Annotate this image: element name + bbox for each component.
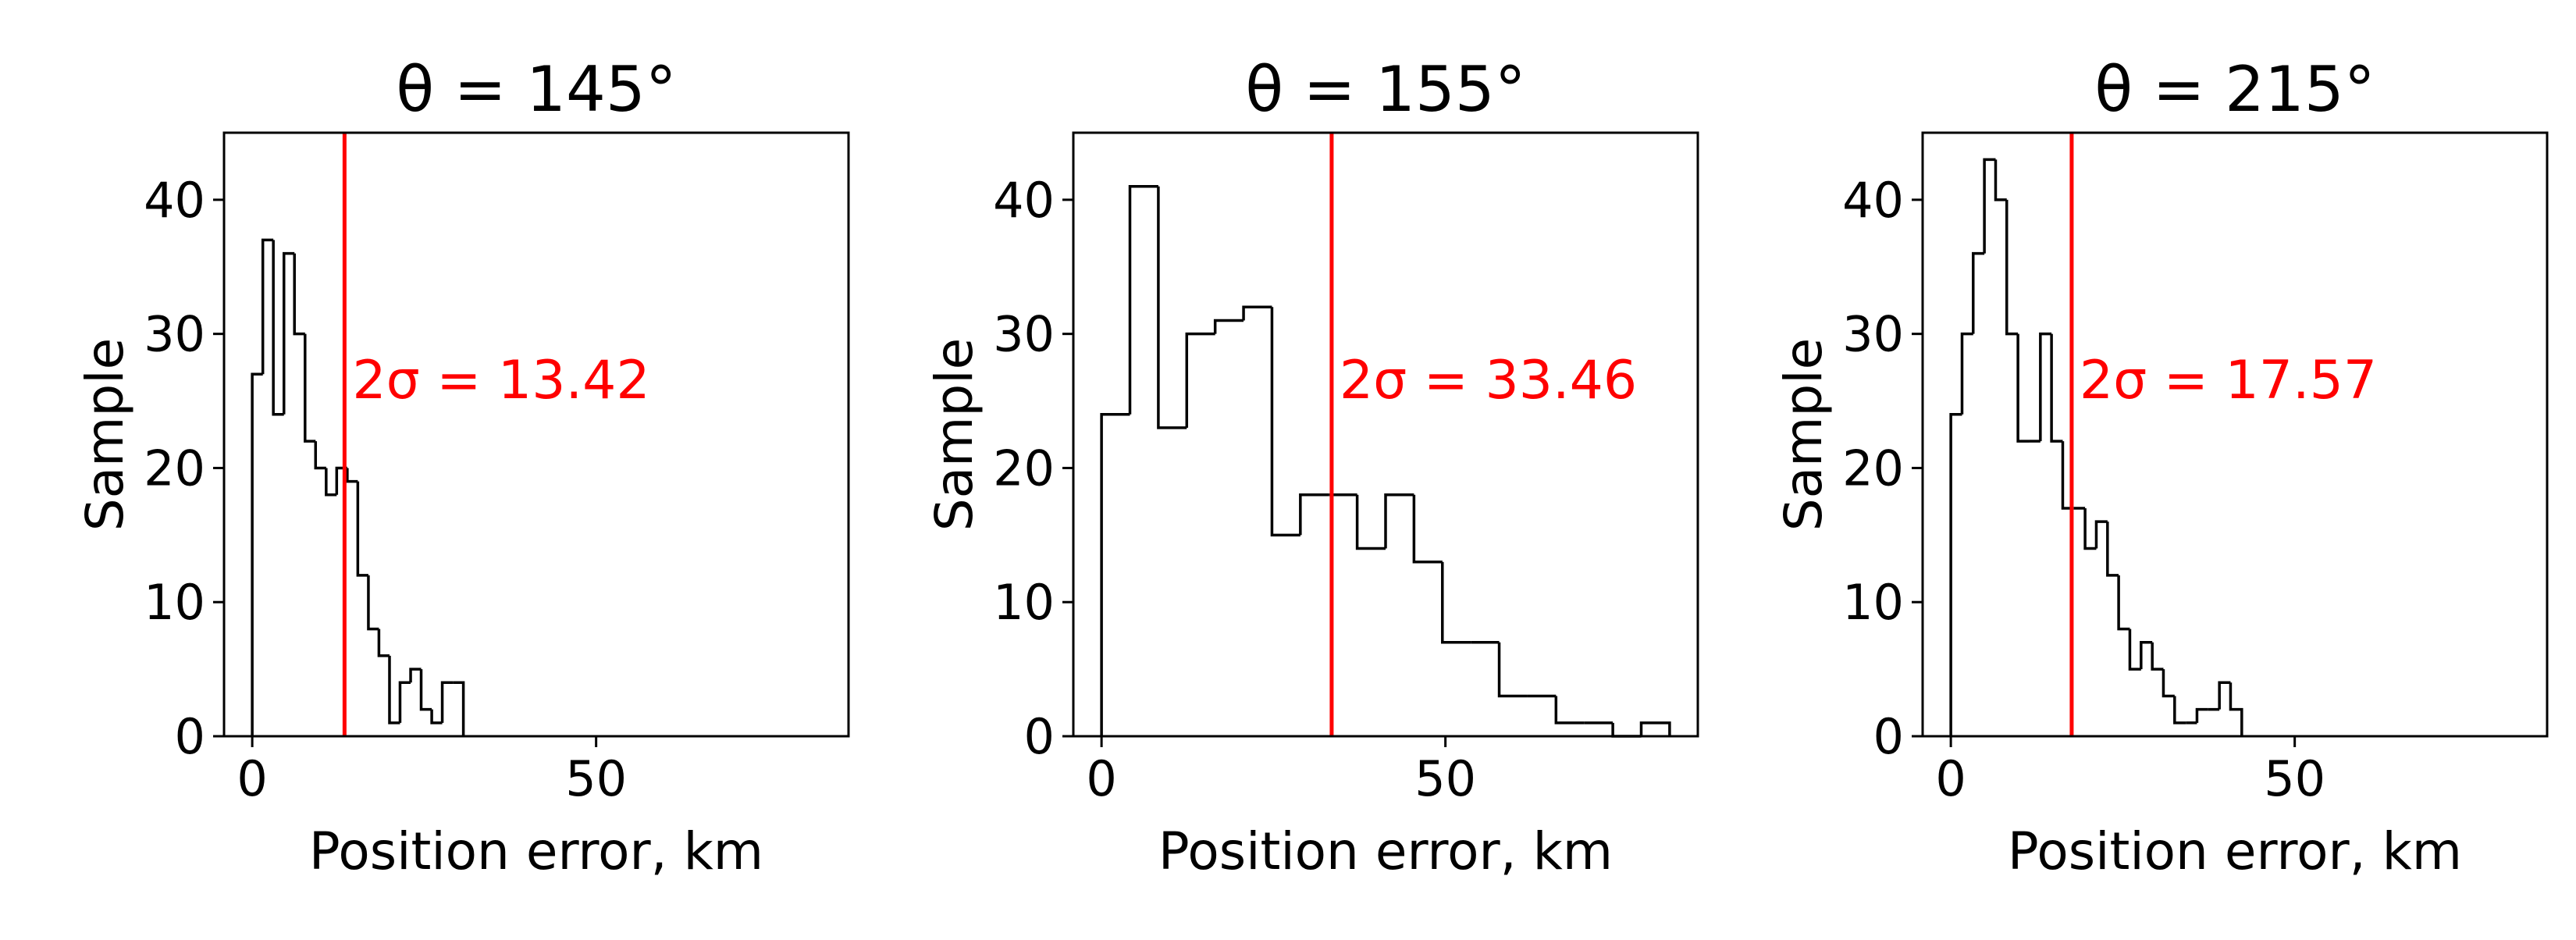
histogram-bin	[1384, 493, 1414, 549]
histogram-bin	[2083, 507, 2097, 550]
histogram-bin	[2161, 669, 2175, 698]
histogram-bin	[1994, 159, 2007, 201]
histogram-bin	[2005, 199, 2019, 336]
histogram-bin	[293, 253, 305, 336]
x-tick-label: 50	[1414, 750, 1476, 807]
y-tick-label: 40	[144, 172, 205, 229]
histogram-bin	[2229, 682, 2243, 736]
histogram-bin	[430, 709, 443, 725]
histogram-bin	[2140, 641, 2153, 670]
histogram-bin	[1157, 186, 1187, 429]
histogram-bin	[272, 240, 284, 416]
histogram-bin	[261, 238, 274, 375]
axes-frame	[1921, 131, 2549, 738]
y-tick-label: 40	[1842, 172, 1904, 229]
histogram-bin	[377, 628, 390, 657]
y-axis-label: Sample	[1774, 338, 1834, 531]
threshold-label: 2σ = 17.57	[2080, 350, 2377, 411]
x-tick-label: 0	[1935, 750, 1966, 807]
y-tick-label: 0	[1024, 708, 1055, 765]
histogram-bin	[2106, 522, 2119, 577]
histogram-bin	[1497, 642, 1528, 698]
y-tick-label: 20	[993, 440, 1055, 497]
chart-title: θ = 155°	[1245, 53, 1526, 126]
y-tick-label: 10	[993, 574, 1055, 631]
histogram-bin	[1185, 332, 1215, 428]
histogram-bin	[1554, 696, 1585, 725]
chart-title: θ = 145°	[396, 53, 677, 126]
histogram-bin	[1412, 494, 1443, 564]
histogram-bin	[409, 668, 422, 683]
histogram-bin	[314, 441, 326, 470]
histogram-bin	[1213, 319, 1244, 334]
histogram-bin	[453, 681, 465, 736]
histogram-bin	[1960, 332, 1973, 415]
histogram-bin	[1270, 307, 1300, 537]
histogram-bin	[304, 333, 316, 443]
y-tick-label: 20	[144, 440, 205, 497]
threshold-label: 2σ = 13.42	[352, 350, 649, 411]
x-axis-label: Position error, km	[2008, 821, 2462, 881]
histogram-bin	[282, 251, 295, 415]
histogram-bin	[1355, 494, 1386, 550]
histogram-bin	[2218, 681, 2231, 710]
histogram-bin	[1972, 251, 1985, 334]
histogram-bin	[2173, 696, 2186, 725]
histogram-bin	[398, 681, 411, 723]
histogram-bin	[2117, 575, 2130, 631]
histogram-bin	[1299, 493, 1329, 536]
histogram-bin	[1441, 561, 1471, 644]
axes-frame	[1072, 131, 1699, 738]
y-tick-label: 40	[993, 172, 1055, 229]
threshold-label: 2σ = 33.46	[1340, 350, 1637, 411]
histogram-bin	[2039, 332, 2052, 442]
axes-frame	[222, 131, 850, 738]
histogram-bin	[2016, 333, 2030, 443]
histogram-bin	[1242, 305, 1272, 321]
y-tick-label: 30	[993, 306, 1055, 363]
x-axis-label: Position error, km	[309, 821, 763, 881]
y-axis-label: Sample	[75, 338, 135, 531]
histogram-bin	[2094, 520, 2108, 549]
y-tick-label: 20	[1842, 440, 1904, 497]
histogram-bin	[2050, 333, 2063, 443]
chart-title: θ = 215°	[2094, 53, 2375, 126]
y-tick-label: 30	[144, 306, 205, 363]
y-tick-label: 0	[175, 708, 205, 765]
histogram-bin	[346, 468, 358, 483]
histogram-bin	[2151, 642, 2164, 671]
y-axis-label: Sample	[924, 338, 984, 531]
histogram-bin	[1639, 721, 1671, 736]
histogram-bin	[251, 372, 263, 736]
histogram-bin	[325, 468, 337, 497]
x-axis-label: Position error, km	[1158, 821, 1613, 881]
x-tick-label: 50	[565, 750, 627, 807]
x-tick-label: 0	[1086, 750, 1116, 807]
histogram-bin	[388, 655, 400, 725]
histogram-bin	[367, 575, 379, 631]
x-tick-label: 50	[2264, 750, 2325, 807]
histogram-bin	[1611, 722, 1642, 738]
histogram-bin	[1983, 158, 1996, 254]
histogram-bin	[356, 481, 368, 577]
histogram-bin	[1100, 412, 1130, 736]
histogram-bin	[1128, 184, 1158, 415]
histogram-bin	[1949, 412, 1962, 736]
histogram-bin	[2195, 707, 2208, 723]
x-tick-label: 0	[237, 750, 267, 807]
y-tick-label: 10	[144, 574, 205, 631]
y-tick-label: 30	[1842, 306, 1904, 363]
histogram-bin	[440, 681, 454, 723]
histogram-bin	[419, 669, 432, 711]
y-tick-label: 10	[1842, 574, 1904, 631]
histogram-bin	[2128, 628, 2141, 671]
y-tick-label: 0	[1873, 708, 1904, 765]
